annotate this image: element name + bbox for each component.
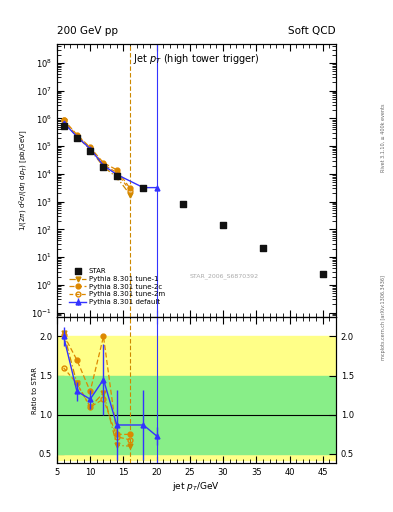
Pythia 8.301 tune-1 <box>61 118 66 124</box>
Pythia 8.301 tune-2c <box>101 160 106 166</box>
Pythia 8.301 tune-1 <box>75 134 79 140</box>
STAR <box>61 121 67 130</box>
Text: Jet $p_T$ (high tower trigger): Jet $p_T$ (high tower trigger) <box>133 52 260 66</box>
Pythia 8.301 tune-1 <box>114 174 119 180</box>
Pythia 8.301 tune-1 <box>128 191 132 198</box>
Pythia 8.301 tune-1 <box>101 164 106 170</box>
STAR <box>260 244 266 252</box>
STAR <box>140 184 147 193</box>
Text: mcplots.cern.ch [arXiv:1306.3436]: mcplots.cern.ch [arXiv:1306.3436] <box>381 275 386 360</box>
Pythia 8.301 tune-1 <box>88 146 93 153</box>
Text: STAR_2006_S6870392: STAR_2006_S6870392 <box>190 273 259 279</box>
STAR <box>114 172 120 180</box>
STAR <box>87 147 94 156</box>
Line: Pythia 8.301 tune-2c: Pythia 8.301 tune-2c <box>61 117 132 191</box>
Text: Soft QCD: Soft QCD <box>288 26 336 36</box>
Pythia 8.301 tune-2c <box>128 185 132 191</box>
X-axis label: jet $p_T$/GeV: jet $p_T$/GeV <box>173 480 220 493</box>
STAR <box>320 270 326 278</box>
Pythia 8.301 tune-2c <box>88 144 93 151</box>
Pythia 8.301 tune-2m <box>114 169 119 176</box>
Legend: STAR, Pythia 8.301 tune-1, Pythia 8.301 tune-2c, Pythia 8.301 tune-2m, Pythia 8.: STAR, Pythia 8.301 tune-1, Pythia 8.301 … <box>69 268 165 305</box>
Pythia 8.301 tune-2m <box>101 161 106 167</box>
Pythia 8.301 tune-2c <box>61 117 66 123</box>
Line: Pythia 8.301 tune-1: Pythia 8.301 tune-1 <box>61 119 132 197</box>
Pythia 8.301 tune-2m <box>128 187 132 194</box>
STAR <box>180 200 186 208</box>
Pythia 8.301 tune-2m <box>75 133 79 139</box>
Text: Rivet 3.1.10, ≥ 400k events: Rivet 3.1.10, ≥ 400k events <box>381 104 386 173</box>
Y-axis label: 1/(2$\pi$) d$^2\sigma$/(d$\eta$ d$p_T$) [pb/GeV]: 1/(2$\pi$) d$^2\sigma$/(d$\eta$ d$p_T$) … <box>17 130 30 231</box>
STAR <box>74 134 80 142</box>
STAR <box>100 163 107 171</box>
Line: Pythia 8.301 tune-2m: Pythia 8.301 tune-2m <box>61 118 132 193</box>
STAR <box>220 221 226 229</box>
Y-axis label: Ratio to STAR: Ratio to STAR <box>31 367 38 414</box>
Bar <box>57 336 336 460</box>
Pythia 8.301 tune-2c <box>114 167 119 173</box>
Pythia 8.301 tune-2m <box>61 117 66 123</box>
Text: 200 GeV pp: 200 GeV pp <box>57 26 118 36</box>
Pythia 8.301 tune-2m <box>88 145 93 151</box>
Bar <box>57 376 336 454</box>
Pythia 8.301 tune-2c <box>75 132 79 138</box>
